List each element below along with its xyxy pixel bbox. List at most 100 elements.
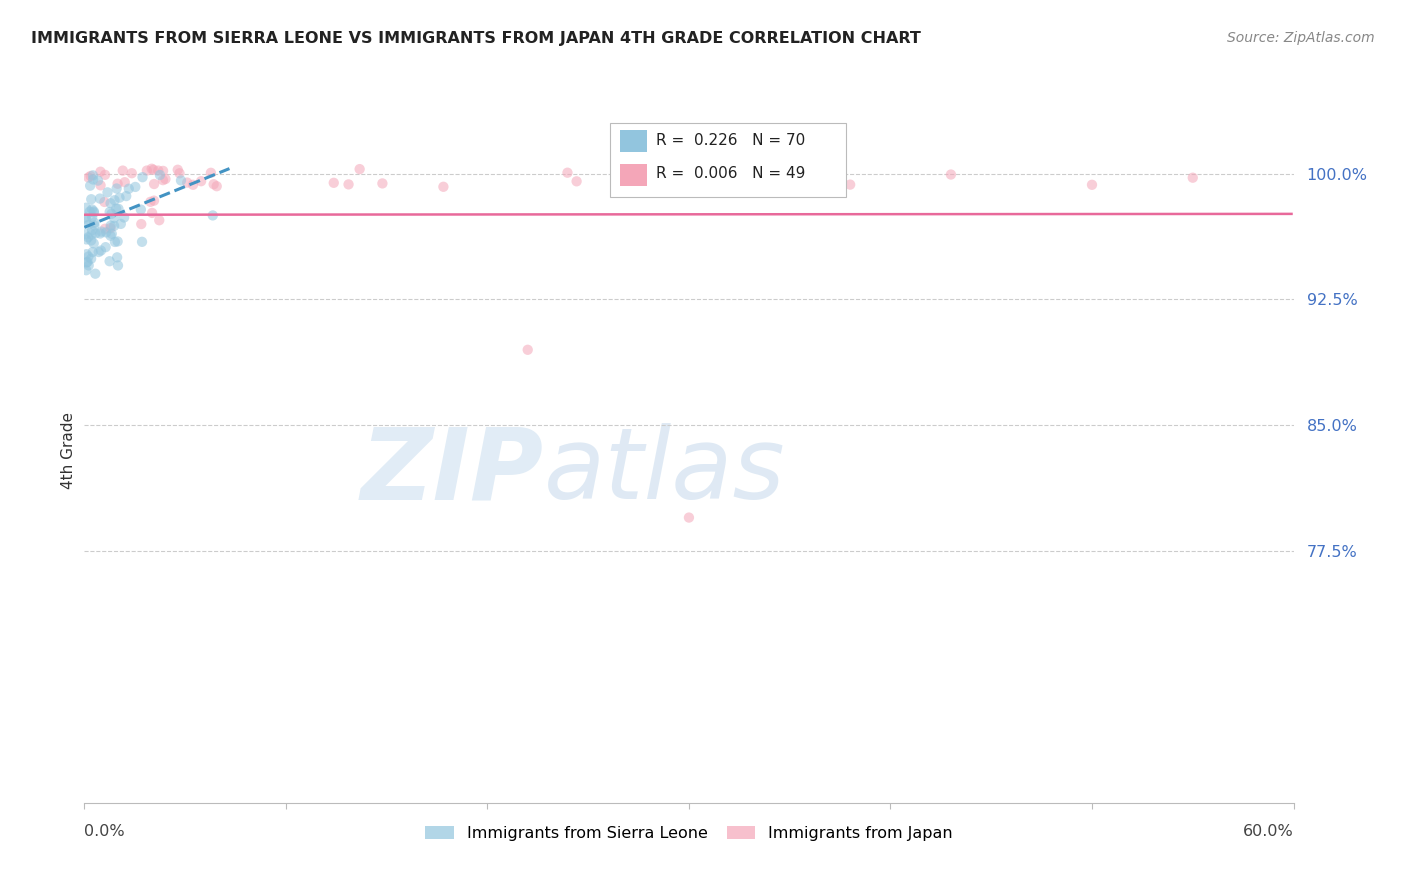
Immigrants from Japan [135,163,157,178]
Immigrants from Japan [205,179,228,194]
Immigrants from Japan [152,164,174,178]
Bar [620,163,647,186]
Immigrants from Sierra Leone [103,219,125,233]
Immigrants from Sierra Leone [107,202,129,216]
Immigrants from Sierra Leone [80,252,103,266]
Immigrants from Sierra Leone [107,259,129,273]
Immigrants from Japan [143,177,166,191]
Immigrants from Japan [516,343,538,357]
Bar [620,130,647,153]
Immigrants from Sierra Leone [79,204,101,219]
Immigrants from Japan [322,176,344,190]
Immigrants from Sierra Leone [110,217,132,231]
Immigrants from Sierra Leone [103,193,125,207]
Immigrants from Japan [142,162,165,177]
Legend: Immigrants from Sierra Leone, Immigrants from Japan: Immigrants from Sierra Leone, Immigrants… [419,820,959,847]
Immigrants from Japan [143,194,166,208]
Immigrants from Japan [89,164,111,178]
Immigrants from Japan [111,163,134,178]
Immigrants from Sierra Leone [77,259,100,273]
Immigrants from Sierra Leone [96,226,118,240]
Immigrants from Japan [557,166,579,180]
Y-axis label: 4th Grade: 4th Grade [60,412,76,489]
Text: 0.0%: 0.0% [84,824,125,839]
Immigrants from Japan [176,176,198,190]
Immigrants from Sierra Leone [105,202,128,216]
Immigrants from Sierra Leone [89,192,111,206]
Immigrants from Sierra Leone [112,211,135,225]
Immigrants from Sierra Leone [170,173,193,187]
Immigrants from Sierra Leone [96,186,118,200]
Immigrants from Sierra Leone [73,227,96,242]
Immigrants from Japan [939,168,962,182]
Immigrants from Sierra Leone [77,230,100,244]
Text: ZIP: ZIP [361,423,544,520]
Immigrants from Sierra Leone [98,205,121,219]
Immigrants from Sierra Leone [75,201,97,215]
Immigrants from Sierra Leone [115,189,138,203]
Immigrants from Sierra Leone [84,227,107,241]
Immigrants from Sierra Leone [100,228,122,243]
Immigrants from Sierra Leone [84,267,107,281]
Immigrants from Sierra Leone [108,191,131,205]
Immigrants from Sierra Leone [79,178,101,193]
Immigrants from Japan [100,221,122,235]
Immigrants from Sierra Leone [101,227,124,241]
Immigrants from Japan [129,217,152,231]
Immigrants from Japan [141,206,163,220]
Immigrants from Sierra Leone [100,196,122,211]
Immigrants from Japan [371,177,394,191]
Immigrants from Japan [93,194,115,209]
Immigrants from Sierra Leone [103,211,125,225]
Text: R =  0.226   N = 70: R = 0.226 N = 70 [657,133,806,148]
Immigrants from Sierra Leone [83,216,105,230]
Immigrants from Japan [166,162,188,177]
Immigrants from Japan [337,178,360,192]
Immigrants from Sierra Leone [77,250,100,264]
Immigrants from Japan [121,166,143,180]
Immigrants from Japan [190,174,212,188]
Immigrants from Sierra Leone [82,169,104,183]
Immigrants from Japan [77,170,100,185]
Immigrants from Sierra Leone [87,173,110,187]
Immigrants from Japan [1081,178,1104,192]
Immigrants from Sierra Leone [80,227,103,242]
Immigrants from Sierra Leone [83,236,105,251]
Immigrants from Sierra Leone [149,168,172,182]
Text: Source: ZipAtlas.com: Source: ZipAtlas.com [1227,31,1375,45]
Immigrants from Sierra Leone [82,223,104,237]
Immigrants from Sierra Leone [100,219,122,233]
Immigrants from Sierra Leone [75,211,97,225]
Immigrants from Japan [107,177,129,191]
Immigrants from Japan [839,178,862,192]
Immigrants from Sierra Leone [98,254,121,268]
Immigrants from Sierra Leone [76,255,98,269]
Immigrants from Japan [565,174,588,188]
Immigrants from Japan [148,213,170,227]
Immigrants from Sierra Leone [82,210,104,224]
Immigrants from Sierra Leone [131,235,153,249]
Text: atlas: atlas [544,423,786,520]
Immigrants from Sierra Leone [90,244,112,258]
Immigrants from Sierra Leone [82,245,104,260]
Immigrants from Sierra Leone [76,255,98,269]
Immigrants from Sierra Leone [80,192,103,206]
Immigrants from Sierra Leone [129,202,152,217]
Immigrants from Sierra Leone [83,204,105,219]
Immigrants from Japan [148,163,170,178]
Immigrants from Sierra Leone [105,251,128,265]
Immigrants from Sierra Leone [75,247,97,261]
Immigrants from Sierra Leone [131,170,153,185]
Immigrants from Sierra Leone [107,235,129,249]
Immigrants from Japan [141,161,163,176]
FancyBboxPatch shape [610,123,846,197]
Immigrants from Sierra Leone [201,209,224,223]
Immigrants from Sierra Leone [77,218,100,232]
Immigrants from Sierra Leone [87,245,110,260]
Immigrants from Sierra Leone [124,180,146,194]
Immigrants from Sierra Leone [100,207,122,221]
Immigrants from Sierra Leone [80,202,103,217]
Immigrants from Japan [617,170,640,185]
Immigrants from Sierra Leone [83,219,105,233]
Immigrants from Sierra Leone [94,240,117,254]
